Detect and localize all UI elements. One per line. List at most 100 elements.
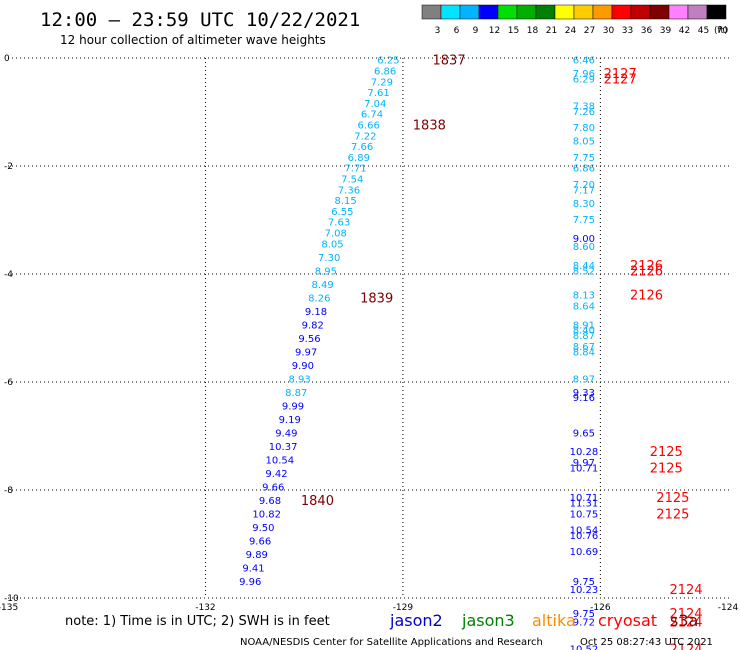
swh-value: 7.61: [367, 88, 389, 99]
swh-value: 8.15: [335, 196, 357, 207]
swh-values: 6.256.867.297.617.046.746.667.227.666.89…: [239, 56, 598, 650]
scale-label: 9: [473, 26, 479, 36]
pass-number: 2124: [669, 607, 702, 622]
scale-swatch: [421, 4, 442, 20]
swh-value: 11.31: [570, 499, 599, 510]
swh-value: 8.49: [311, 280, 333, 291]
swh-value: 7.26: [573, 107, 595, 118]
scale-swatch: [668, 4, 689, 20]
swh-value: 9.96: [239, 577, 261, 588]
swh-value: 6.89: [348, 153, 370, 164]
y-tick-label: -10: [4, 594, 19, 604]
swh-value: 7.38: [573, 102, 595, 113]
swh-value: 7.20: [573, 180, 595, 191]
swh-value: 10.82: [252, 509, 281, 520]
scale-label: 24: [565, 26, 577, 36]
pass-number: 2125: [656, 507, 689, 522]
x-tick-label: -126: [590, 603, 611, 613]
swh-value: 8.64: [573, 301, 595, 312]
scale-label: 70: [717, 26, 729, 36]
scale-label: 36: [641, 26, 653, 36]
swh-value: 7.30: [318, 253, 340, 264]
scale-label: 30: [603, 26, 615, 36]
swh-value: 10.69: [570, 547, 599, 558]
x-tick-label: -132: [195, 603, 215, 613]
swh-value: 7.63: [328, 218, 350, 229]
swh-value: 9.97: [573, 458, 595, 469]
swh-value: 10.75: [570, 509, 599, 520]
chart-subtitle: 12 hour collection of altimeter wave hei…: [60, 33, 326, 47]
swh-value: 8.30: [573, 199, 595, 210]
satellite-s3a: s3a: [670, 611, 698, 630]
scale-swatch: [497, 4, 518, 20]
satellite-legend: jason2 jason3 altika cryosat s3a: [389, 611, 698, 630]
swh-value: 10.23: [570, 585, 599, 596]
swh-value: 7.66: [351, 142, 373, 153]
swh-value: 7.29: [371, 77, 393, 88]
swh-value: 9.75: [573, 577, 595, 588]
swh-value: 8.67: [573, 342, 595, 353]
swh-value: 10.52: [570, 644, 599, 650]
x-tick-label: -135: [0, 603, 18, 613]
swh-value: 9.50: [252, 523, 274, 534]
scale-label: 27: [584, 26, 595, 36]
swh-value: 8.84: [573, 347, 595, 358]
swh-value: 6.66: [358, 121, 380, 132]
pass-number: 2126: [630, 289, 663, 304]
swh-value: 7.80: [573, 123, 595, 134]
swh-value: 7.22: [354, 131, 376, 142]
y-tick-label: 0: [4, 54, 10, 64]
pass-number: 2126: [630, 264, 663, 279]
x-tick-label: -129: [393, 603, 414, 613]
pass-number: 2125: [650, 461, 683, 476]
swh-value: 10.71: [570, 463, 599, 474]
satellite-altika: altika: [532, 611, 576, 630]
swh-value: 7.08: [325, 229, 347, 240]
swh-value: 9.19: [279, 415, 301, 426]
scale-label: 45: [698, 26, 709, 36]
swh-value: 10.54: [570, 526, 599, 537]
plot-grid: [8, 57, 732, 599]
swh-value: 7.17: [573, 185, 595, 196]
pass-number: 1837: [433, 54, 466, 69]
swh-value: 8.26: [308, 293, 330, 304]
swh-value: 9.75: [573, 609, 595, 620]
y-tick-label: -2: [4, 162, 13, 172]
scale-swatch: [706, 4, 727, 20]
scale-label: 6: [454, 26, 460, 36]
swh-value: 7.36: [338, 185, 360, 196]
swh-value: 6.86: [374, 67, 396, 78]
pass-number: 2127: [604, 67, 637, 82]
scale-swatch: [440, 4, 461, 20]
swh-value: 9.66: [262, 482, 284, 493]
scale-swatch: [611, 4, 632, 20]
pass-number: 2124: [669, 583, 702, 598]
swh-value: 9.89: [246, 550, 268, 561]
scale-label: 42: [679, 26, 690, 36]
footer-credit: NOAA/NESDIS Center for Satellite Applica…: [240, 637, 543, 648]
swh-value: 8.87: [573, 331, 595, 342]
swh-value: 8.05: [573, 137, 595, 148]
chart-title: 12:00 — 23:59 UTC 10/22/2021: [40, 9, 360, 31]
pass-number: 2127: [604, 73, 637, 88]
swh-value: 8.91: [573, 320, 595, 331]
swh-value: 10.76: [570, 531, 599, 542]
swh-value: 10.37: [269, 442, 298, 453]
swh-value: 9.66: [249, 536, 271, 547]
swh-value: 6.46: [573, 56, 595, 67]
pass-number: 2124: [669, 642, 702, 650]
swh-value: 8.95: [315, 266, 337, 277]
scale-label: 3: [435, 26, 441, 36]
swh-value: 7.96: [573, 69, 595, 80]
satellite-jason3: jason3: [461, 611, 515, 630]
footer-timestamp: Oct 25 08:27:43 UTC 2021: [580, 637, 713, 648]
swh-value: 8.40: [573, 326, 595, 337]
swh-value: 6.25: [377, 56, 399, 67]
swh-value: 9.00: [573, 234, 595, 245]
swh-value: 7.75: [573, 215, 595, 226]
y-tick-label: -6: [4, 378, 13, 388]
swh-value: 7.54: [341, 175, 363, 186]
swh-value: 9.16: [573, 393, 595, 404]
swh-value: 8.60: [573, 242, 595, 253]
